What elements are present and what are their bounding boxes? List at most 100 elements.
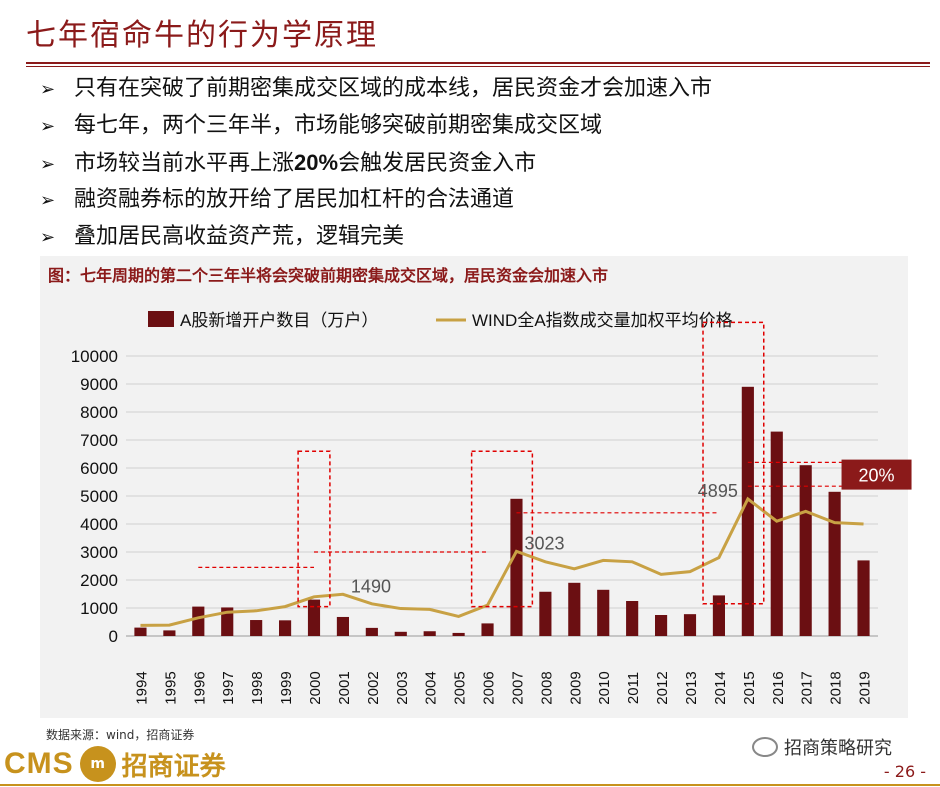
x-tick-label: 2018 (828, 671, 845, 704)
wechat-account: 招商策略研究 (784, 738, 892, 759)
legend-bar-swatch (148, 311, 174, 327)
x-tick-label: 1995 (162, 671, 179, 704)
bar (279, 620, 292, 636)
bar (307, 599, 321, 636)
x-tick-label: 2000 (307, 671, 324, 704)
title-divider-thin (26, 66, 930, 67)
percent-badge-label: 20% (859, 466, 895, 486)
dashed-marker-box (297, 450, 331, 608)
data-label: 1490 (351, 576, 391, 596)
x-tick-label: 2007 (509, 671, 526, 704)
legend-bar-label: A股新增开户数目（万户） (180, 311, 378, 330)
bullet-text-pre: 市场较当前水平再上涨 (74, 151, 295, 176)
arrow-bullet-icon: ➢ (40, 79, 56, 100)
y-tick-label: 8000 (80, 403, 118, 422)
dashed-marker-box (702, 321, 765, 605)
x-tick-label: 1994 (133, 671, 150, 704)
x-tick-label: 2004 (423, 671, 440, 704)
bar (394, 631, 407, 636)
page-number: - 26 - (883, 762, 926, 781)
bar (712, 595, 725, 636)
x-tick-label: 2013 (683, 671, 700, 704)
x-tick-label: 2017 (799, 671, 816, 704)
arrow-bullet-icon: ➢ (40, 154, 56, 175)
bar (683, 614, 697, 636)
x-tick-label: 1999 (278, 671, 295, 704)
x-tick-label: 2003 (394, 671, 411, 704)
bar (655, 615, 668, 636)
y-tick-label: 2000 (80, 571, 118, 590)
bar (626, 601, 639, 636)
arrow-bullet-icon: ➢ (40, 190, 56, 211)
bar (857, 560, 870, 636)
bar (539, 591, 552, 636)
bar (336, 616, 349, 636)
bar (221, 607, 234, 636)
logo-chinese-name: 招商证券 (121, 751, 226, 782)
bullet-text-post: 会触发居民资金入市 (338, 151, 537, 176)
bar (250, 620, 263, 636)
x-tick-label: 1996 (191, 671, 208, 704)
bullet-item: ➢ 每七年，两个三年半，市场能够突破前期密集成交区域 (40, 107, 712, 144)
x-tick-label: 2009 (567, 671, 584, 704)
x-tick-label: 2010 (596, 671, 613, 704)
wechat-icon (752, 737, 778, 757)
y-tick-label: 3000 (80, 543, 118, 562)
y-tick-label: 7000 (80, 431, 118, 450)
y-tick-label: 6000 (80, 459, 118, 478)
footer-divider (0, 784, 940, 786)
bar (163, 630, 176, 636)
data-source: 数据来源：wind，招商证券 (46, 728, 195, 742)
y-tick-label: 10000 (71, 347, 118, 366)
bullet-text: 只有在突破了前期密集成交区域的成本线，居民资金才会加速入市 (74, 76, 713, 101)
x-tick-label: 2011 (625, 672, 642, 704)
x-tick-label: 2015 (741, 671, 758, 704)
x-tick-label: 1998 (249, 671, 266, 704)
arrow-bullet-icon: ➢ (40, 116, 56, 137)
bar (423, 631, 436, 636)
x-tick-label: 2008 (538, 671, 555, 704)
bullet-text-bold: 20% (294, 150, 339, 175)
y-tick-label: 0 (109, 627, 118, 646)
bar (510, 498, 523, 636)
bar (568, 582, 581, 636)
bar (365, 627, 378, 636)
wechat-watermark: 招商策略研究 (752, 734, 892, 760)
bullet-text: 融资融券标的放开给了居民加杠杆的合法通道 (74, 187, 515, 212)
dashed-marker-box (470, 450, 534, 608)
figure-title: 图：七年周期的第二个三年半将会突破前期密集成交区域，居民资金会加速入市 (48, 266, 609, 285)
series-line (140, 496, 864, 627)
x-tick-label: 1997 (220, 671, 237, 704)
y-tick-label: 4000 (80, 515, 118, 534)
bar (828, 491, 841, 636)
bullet-item: ➢ 融资融券标的放开给了居民加杠杆的合法通道 (40, 181, 712, 218)
bar (134, 627, 147, 636)
percent-badge (841, 459, 912, 490)
y-tick-label: 5000 (80, 487, 118, 506)
logo-text: CMS (4, 747, 74, 780)
logo-badge-icon: m (79, 746, 116, 782)
x-tick-label: 2014 (712, 671, 729, 704)
x-tick-label: 2019 (857, 671, 874, 704)
page-title: 七年宿命牛的行为学原理 (26, 18, 378, 53)
bullet-text: 叠加居民高收益资产荒，逻辑完美 (74, 224, 405, 249)
bar (770, 431, 783, 636)
bullet-item: ➢ 市场较当前水平再上涨20%会触发居民资金入市 (40, 144, 712, 181)
bar (597, 589, 610, 636)
legend-line-label: WIND全A指数成交量加权平均价格 (472, 311, 733, 330)
company-logo: CMS m 招商证券 (4, 744, 226, 784)
data-label: 3023 (524, 533, 564, 553)
bullet-item: ➢ 叠加居民高收益资产荒，逻辑完美 (40, 218, 712, 255)
y-tick-label: 1000 (80, 599, 118, 618)
bullet-list: ➢ 只有在突破了前期密集成交区域的成本线，居民资金才会加速入市 ➢ 每七年，两个三年… (40, 70, 712, 255)
x-tick-label: 2012 (654, 671, 671, 704)
x-tick-label: 2001 (336, 671, 353, 704)
arrow-bullet-icon: ➢ (40, 227, 56, 248)
x-tick-label: 2016 (770, 671, 787, 704)
data-label: 4895 (698, 481, 738, 501)
bar (799, 465, 812, 636)
y-tick-label: 9000 (80, 375, 118, 394)
x-tick-label: 2006 (481, 671, 498, 704)
x-tick-label: 2002 (365, 671, 382, 704)
